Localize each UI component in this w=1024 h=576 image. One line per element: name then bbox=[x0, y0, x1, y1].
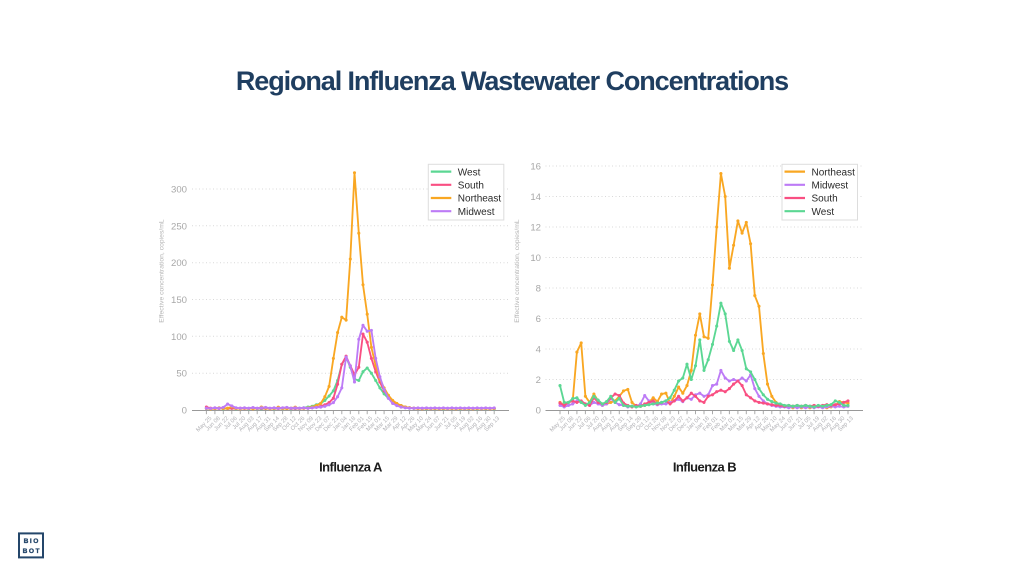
svg-text:100: 100 bbox=[171, 332, 187, 343]
svg-text:50: 50 bbox=[176, 369, 187, 380]
svg-text:Midwest: Midwest bbox=[458, 207, 495, 218]
svg-text:10: 10 bbox=[530, 253, 541, 264]
svg-text:2: 2 bbox=[536, 375, 541, 386]
svg-text:6: 6 bbox=[536, 314, 541, 325]
svg-text:0: 0 bbox=[182, 406, 187, 417]
svg-text:0: 0 bbox=[536, 406, 541, 417]
svg-text:150: 150 bbox=[171, 295, 187, 306]
svg-text:200: 200 bbox=[171, 258, 187, 269]
svg-text:Influenza B: Influenza B bbox=[673, 459, 736, 474]
svg-text:West: West bbox=[812, 207, 835, 218]
svg-text:South: South bbox=[812, 194, 838, 205]
svg-text:Midwest: Midwest bbox=[812, 181, 849, 192]
svg-text:4: 4 bbox=[536, 345, 542, 356]
svg-text:Northeast: Northeast bbox=[812, 167, 856, 178]
svg-text:Influenza A: Influenza A bbox=[319, 459, 383, 474]
svg-text:BOT: BOT bbox=[23, 548, 41, 555]
svg-text:250: 250 bbox=[171, 221, 187, 232]
svg-text:Northeast: Northeast bbox=[458, 194, 502, 205]
svg-text:12: 12 bbox=[530, 223, 541, 234]
svg-text:16: 16 bbox=[530, 162, 541, 173]
svg-text:BIO: BIO bbox=[24, 538, 40, 545]
svg-text:8: 8 bbox=[536, 284, 541, 295]
svg-text:Effective concentration, copie: Effective concentration, copies/mL bbox=[514, 219, 521, 323]
svg-text:Effective concentration, copie: Effective concentration, copies/mL bbox=[158, 219, 165, 323]
svg-text:300: 300 bbox=[171, 185, 187, 196]
svg-text:14: 14 bbox=[530, 192, 541, 203]
svg-text:South: South bbox=[458, 181, 484, 192]
svg-text:West: West bbox=[458, 167, 481, 178]
